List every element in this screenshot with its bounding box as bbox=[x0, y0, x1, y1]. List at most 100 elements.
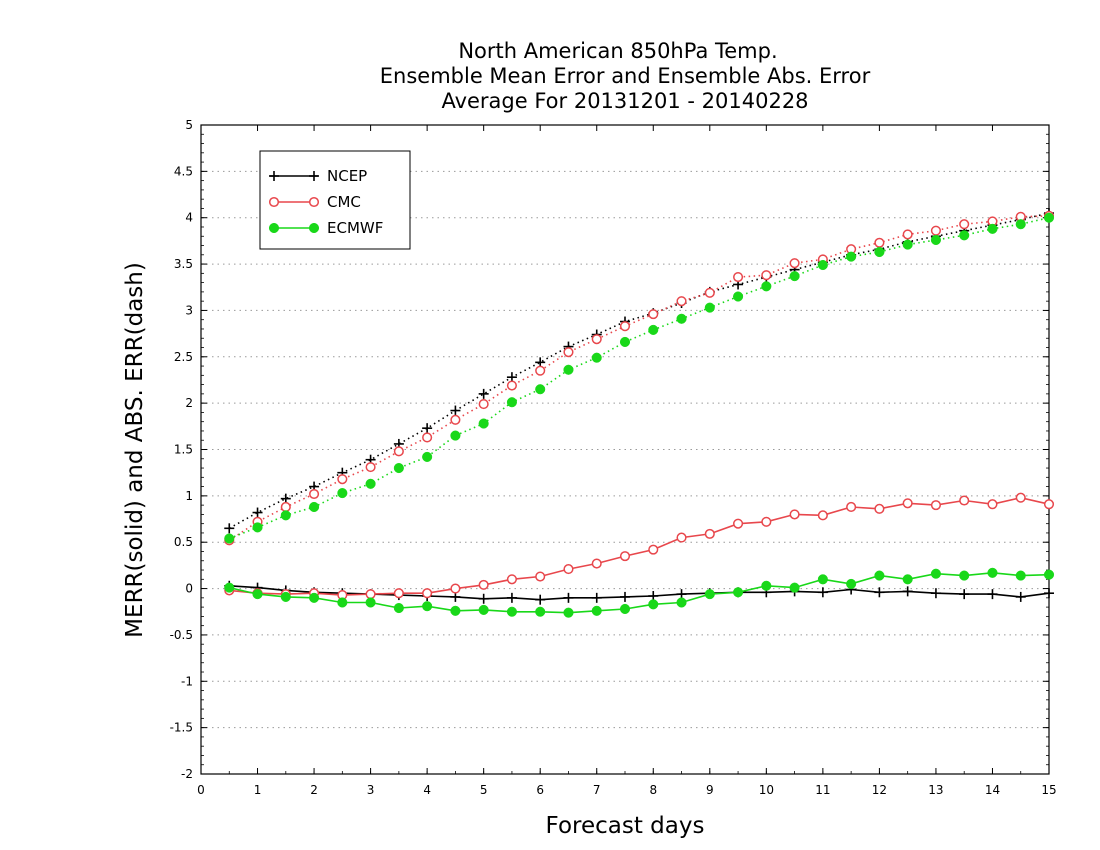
x-tick-label: 10 bbox=[759, 783, 774, 797]
point-cmc-abs-err bbox=[704, 287, 715, 298]
point-ecmwf-merr bbox=[478, 604, 489, 615]
point-ecmwf-abs-err bbox=[704, 302, 715, 313]
point-cmc-abs-err bbox=[337, 474, 348, 485]
point-ecmwf-merr bbox=[337, 597, 348, 608]
point-ecmwf-merr bbox=[535, 606, 546, 617]
point-ecmwf-merr bbox=[563, 607, 574, 618]
point-ncep-merr bbox=[563, 592, 574, 603]
x-tick-label: 9 bbox=[706, 783, 714, 797]
x-tick-label: 13 bbox=[928, 783, 943, 797]
point-cmc-abs-err bbox=[309, 488, 320, 500]
point-ecmwf-merr bbox=[422, 601, 433, 612]
point-ecmwf-abs-err bbox=[422, 451, 433, 462]
point-cmc-abs-err bbox=[959, 219, 970, 230]
series-ncep bbox=[224, 208, 1054, 605]
point-ncep-abs-err bbox=[224, 523, 235, 534]
point-ecmwf-abs-err bbox=[846, 251, 857, 262]
point-cmc-abs-err bbox=[874, 237, 885, 248]
legend-marker bbox=[308, 222, 320, 234]
point-ecmwf-abs-err bbox=[393, 462, 404, 474]
point-ecmwf-abs-err bbox=[761, 281, 772, 292]
point-ecmwf-merr bbox=[393, 602, 404, 614]
y-tick-label: 0 bbox=[185, 582, 193, 596]
x-tick-label: 4 bbox=[423, 783, 431, 797]
legend-marker bbox=[269, 171, 279, 181]
y-tick-label: 3 bbox=[185, 303, 193, 317]
x-tick-label: 6 bbox=[536, 783, 544, 797]
point-ecmwf-merr bbox=[789, 582, 800, 593]
point-cmc-merr bbox=[506, 574, 517, 585]
point-ncep-merr bbox=[535, 594, 546, 605]
point-ecmwf-merr bbox=[252, 589, 263, 600]
x-tick-label: 8 bbox=[649, 783, 657, 797]
point-ecmwf-abs-err bbox=[224, 533, 235, 544]
point-ncep-merr bbox=[817, 587, 828, 598]
x-tick-label: 0 bbox=[197, 783, 205, 797]
point-cmc-merr bbox=[733, 518, 744, 529]
point-cmc-abs-err bbox=[789, 258, 800, 269]
point-ncep-merr bbox=[620, 591, 630, 602]
x-tick-label: 5 bbox=[480, 783, 488, 797]
point-ecmwf-abs-err bbox=[563, 364, 574, 375]
x-tick-label: 14 bbox=[985, 783, 1000, 797]
point-ecmwf-abs-err bbox=[591, 352, 602, 363]
point-ecmwf-abs-err bbox=[337, 488, 348, 499]
y-tick-label: 0.5 bbox=[174, 535, 193, 549]
point-cmc-merr bbox=[1015, 492, 1026, 503]
point-ncep-merr bbox=[987, 589, 998, 600]
point-cmc-abs-err bbox=[365, 462, 376, 473]
point-cmc-merr bbox=[365, 589, 376, 600]
point-cmc-merr bbox=[422, 588, 433, 599]
legend-marker bbox=[308, 196, 320, 208]
point-cmc-abs-err bbox=[761, 270, 772, 281]
series-cmc bbox=[224, 210, 1055, 601]
chart-title-line-2: Ensemble Mean Error and Ensemble Abs. Er… bbox=[380, 64, 871, 88]
y-tick-label: 5 bbox=[185, 118, 193, 132]
point-ncep-merr bbox=[506, 592, 517, 603]
y-tick-label: 4 bbox=[185, 211, 193, 225]
y-tick-label: -2 bbox=[181, 767, 193, 781]
x-tick-label: 7 bbox=[593, 783, 601, 797]
legend-item-ncep: NCEP bbox=[269, 167, 367, 185]
axis-ticks: -2-1.5-1-0.500.511.522.533.544.550 1 2 3 4 5 6… bbox=[170, 118, 1057, 797]
point-ecmwf-abs-err bbox=[1043, 212, 1055, 223]
point-ecmwf-merr bbox=[280, 591, 291, 602]
point-cmc-abs-err bbox=[478, 399, 489, 410]
point-ecmwf-abs-err bbox=[789, 271, 800, 282]
point-ecmwf-merr bbox=[591, 605, 602, 616]
point-cmc-abs-err bbox=[733, 272, 744, 283]
series-line-cmc-abs-err bbox=[228, 215, 1050, 542]
legend-item-ecmwf: ECMWF bbox=[268, 219, 383, 237]
point-ecmwf-abs-err bbox=[252, 522, 263, 533]
point-cmc-merr bbox=[959, 495, 970, 506]
point-cmc-merr bbox=[478, 579, 489, 590]
y-tick-label: 2 bbox=[185, 396, 193, 410]
legend-label-cmc: CMC bbox=[327, 193, 361, 211]
legend-marker bbox=[268, 222, 280, 234]
point-ncep-merr bbox=[1015, 591, 1026, 602]
point-ecmwf-abs-err bbox=[478, 418, 489, 429]
point-ecmwf-merr bbox=[1043, 569, 1055, 580]
point-ecmwf-merr bbox=[506, 606, 517, 617]
point-ecmwf-merr bbox=[959, 570, 970, 581]
point-ecmwf-abs-err bbox=[817, 259, 828, 271]
point-ncep-abs-err bbox=[478, 388, 489, 399]
point-ecmwf-merr bbox=[676, 597, 687, 608]
point-cmc-merr bbox=[846, 501, 857, 513]
series-line-ncep-abs-err bbox=[228, 212, 1050, 529]
point-ecmwf-merr bbox=[309, 592, 320, 603]
point-ecmwf-abs-err bbox=[648, 324, 659, 335]
x-tick-label: 15 bbox=[1041, 783, 1056, 797]
legend-marker bbox=[268, 196, 280, 208]
point-ecmwf-merr bbox=[817, 574, 828, 585]
point-ecmwf-abs-err bbox=[930, 234, 941, 246]
series-line-ecmwf-abs-err bbox=[229, 216, 1050, 540]
point-ecmwf-merr bbox=[1015, 570, 1026, 581]
legend-marker bbox=[309, 171, 319, 181]
point-cmc-abs-err bbox=[506, 380, 517, 391]
legend-label-ncep: NCEP bbox=[327, 167, 367, 185]
point-ecmwf-abs-err bbox=[309, 501, 320, 513]
point-cmc-merr bbox=[619, 551, 631, 562]
chart-title-line-3: Average For 20131201 - 20140228 bbox=[441, 89, 808, 113]
point-cmc-merr bbox=[874, 503, 885, 514]
